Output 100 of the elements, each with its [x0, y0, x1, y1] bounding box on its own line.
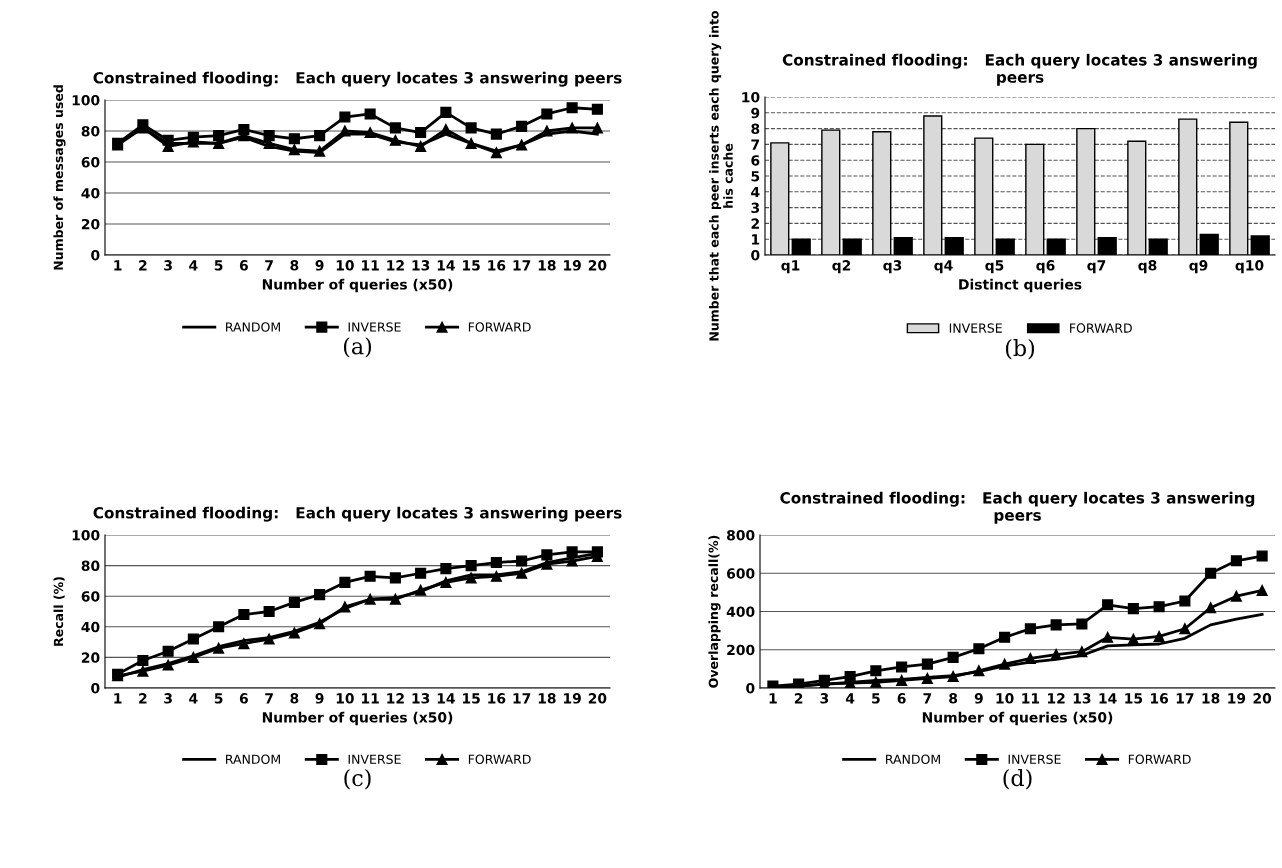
x-tick-label: 19	[564, 260, 581, 271]
x-tick-label: q10	[1235, 260, 1264, 274]
legend-label: INVERSE	[1008, 754, 1061, 765]
x-tick-label: 16	[1151, 693, 1169, 704]
x-tick-label: 11	[362, 260, 379, 271]
chart-title: Constrained flooding: Each query locates 3 answering peers	[782, 53, 1257, 86]
x-tick-label: 3	[164, 693, 172, 704]
x-tick-label: 20	[588, 260, 607, 271]
x-tick-label: 8	[290, 693, 299, 704]
y-tick-label: 9	[751, 107, 760, 119]
x-tick-label: 17	[513, 260, 531, 271]
y-axis-title: Number that each peer inserts each query into his cache	[709, 10, 733, 341]
x-tick-label: 6	[239, 260, 248, 271]
y-tick-label: 6	[751, 155, 760, 166]
x-tick-label: q5	[985, 260, 1004, 274]
x-tick-label: q3	[883, 260, 902, 274]
y-tick-label: 1	[752, 234, 760, 245]
x-tick-label: 5	[214, 260, 223, 271]
x-axis-title: Number of queries (x50)	[262, 278, 453, 293]
y-tick-label: 80	[81, 560, 100, 572]
y-tick-label: 0	[751, 249, 760, 261]
x-tick-label: q1	[781, 260, 800, 274]
x-tick-label: 17	[1176, 693, 1194, 704]
legend-label: RANDOM	[226, 322, 280, 332]
x-tick-label: 20	[588, 693, 607, 704]
x-tick-label: 13	[1073, 693, 1091, 704]
x-tick-label: 18	[538, 693, 556, 704]
x-tick-label: 5	[214, 693, 223, 704]
x-tick-label: 8	[949, 693, 958, 704]
y-tick-label: 80	[81, 125, 100, 137]
y-tick-label: 100	[72, 94, 100, 106]
x-tick-label: 1	[769, 693, 777, 704]
y-tick-label: 600	[727, 568, 755, 579]
x-tick-label: 9	[974, 693, 983, 704]
legend-label: RANDOM	[886, 754, 940, 765]
x-tick-label: 2	[794, 693, 803, 704]
y-tick-label: 5	[751, 171, 760, 182]
x-tick-label: 19	[564, 693, 581, 704]
x-tick-label: 5	[872, 693, 880, 704]
x-tick-label: 15	[1125, 693, 1143, 704]
y-tick-label: 100	[72, 529, 100, 541]
y-tick-label: 200	[727, 644, 755, 656]
x-tick-label: 10	[996, 693, 1014, 704]
x-tick-label: 3	[164, 260, 172, 271]
x-tick-label: 7	[923, 693, 932, 704]
x-tick-label: 13	[412, 693, 430, 704]
y-tick-label: 8	[751, 123, 760, 135]
x-axis-title: Distinct queries	[959, 278, 1082, 293]
x-tick-label: 12	[1048, 693, 1065, 704]
y-tick-label: 60	[81, 156, 100, 168]
x-tick-label: 2	[139, 693, 147, 704]
y-tick-label: 7	[751, 139, 760, 150]
y-tick-label: 0	[91, 249, 100, 261]
legend-label: INVERSE	[348, 322, 401, 332]
y-tick-label: 60	[81, 591, 100, 602]
x-tick-label: q2	[832, 260, 851, 274]
y-tick-label: 20	[81, 652, 100, 663]
x-tick-label: q7	[1087, 260, 1106, 274]
legend-label: FORWARD	[1070, 323, 1132, 333]
x-tick-label: 15	[463, 260, 480, 271]
y-tick-label: 40	[81, 621, 100, 633]
y-tick-label: 3	[751, 202, 760, 214]
x-tick-label: 17	[513, 693, 531, 704]
x-axis-title: Number of queries (x50)	[922, 711, 1113, 726]
x-tick-label: 20	[1253, 693, 1272, 704]
x-tick-label: 1	[114, 693, 122, 704]
y-axis-title: Overlapping recall(%)	[708, 535, 721, 688]
x-tick-label: 3	[820, 693, 829, 704]
x-tick-label: 12	[387, 693, 404, 704]
y-tick-label: 0	[746, 682, 755, 694]
x-tick-label: 6	[239, 693, 248, 704]
legend-label: FORWARD	[1128, 754, 1191, 765]
x-tick-label: 12	[387, 260, 404, 271]
text: (b)	[1005, 339, 1035, 360]
x-tick-label: 16	[488, 260, 506, 271]
x-tick-label: 4	[189, 260, 198, 271]
text: (a)	[343, 337, 372, 358]
chart-title: Constrained flooding: Each query locates 3 answering peers	[93, 71, 622, 87]
text: (d)	[1003, 769, 1032, 790]
x-tick-label: 1	[114, 260, 122, 271]
x-tick-label: 9	[315, 260, 324, 271]
x-tick-label: 10	[336, 260, 354, 271]
x-tick-label: 10	[336, 693, 354, 704]
x-tick-label: 19	[1228, 693, 1246, 704]
y-tick-label: 10	[742, 91, 760, 103]
x-tick-label: 2	[139, 260, 147, 271]
y-axis-title: Number of messages used	[53, 85, 66, 270]
x-tick-label: 14	[1099, 693, 1117, 704]
x-tick-label: 6	[897, 693, 906, 704]
legend-label: FORWARD	[468, 322, 531, 332]
x-tick-label: 11	[362, 693, 379, 704]
x-tick-label: 8	[290, 260, 299, 271]
x-tick-label: 4	[189, 693, 198, 704]
chart-title: Constrained flooding: Each query locates 3 answering peers	[780, 491, 1255, 524]
x-tick-label: q8	[1138, 260, 1157, 274]
x-tick-label: q4	[934, 260, 953, 274]
x-tick-label: 16	[488, 693, 506, 704]
legend-label: INVERSE	[949, 323, 1002, 333]
y-tick-label: 40	[81, 187, 100, 199]
x-tick-label: 7	[265, 260, 273, 271]
